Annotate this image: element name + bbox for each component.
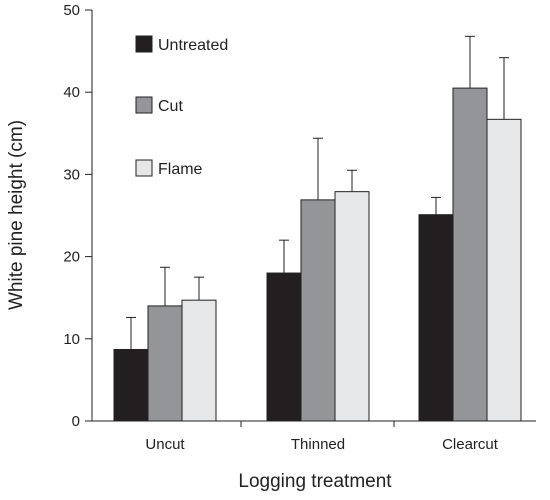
bar-cut-thinned (300, 199, 336, 422)
x-tick-label-clearcut: Clearcut (442, 436, 499, 453)
legend-label-cut: Cut (158, 98, 183, 115)
legend-swatch-untreated (135, 35, 153, 53)
bar-flame-clearcut (486, 118, 522, 422)
x-tick-label-thinned: Thinned (291, 436, 345, 453)
x-axis-ticks: Uncut Thinned Clearcut (145, 421, 499, 453)
bar-untreated-uncut (113, 348, 149, 422)
plot-area (113, 35, 522, 422)
bar-cut-uncut (147, 305, 183, 422)
legend-label-flame: Flame (158, 161, 203, 178)
x-tick-label-uncut: Uncut (145, 436, 185, 453)
bar-untreated-clearcut (418, 214, 454, 422)
legend-label-untreated: Untreated (158, 37, 228, 54)
y-tick-label: 10 (63, 331, 80, 348)
legend-swatch-flame (135, 159, 153, 177)
y-axis-ticks: 0 10 20 30 40 50 (63, 2, 92, 430)
y-axis-title: White pine height (cm) (6, 120, 27, 310)
bar-flame-uncut (181, 299, 217, 422)
bar-flame-thinned (334, 191, 370, 422)
bar-cut-clearcut (452, 87, 488, 422)
y-tick-label: 0 (72, 413, 80, 430)
x-axis-title: Logging treatment (238, 471, 392, 492)
legend-swatch-cut (135, 96, 153, 114)
y-tick-label: 40 (63, 84, 80, 101)
y-tick-label: 30 (63, 166, 80, 183)
y-tick-label: 20 (63, 249, 80, 266)
legend: Untreated Cut Flame (135, 35, 228, 178)
y-tick-label: 50 (63, 2, 80, 19)
bar-untreated-thinned (266, 272, 302, 422)
